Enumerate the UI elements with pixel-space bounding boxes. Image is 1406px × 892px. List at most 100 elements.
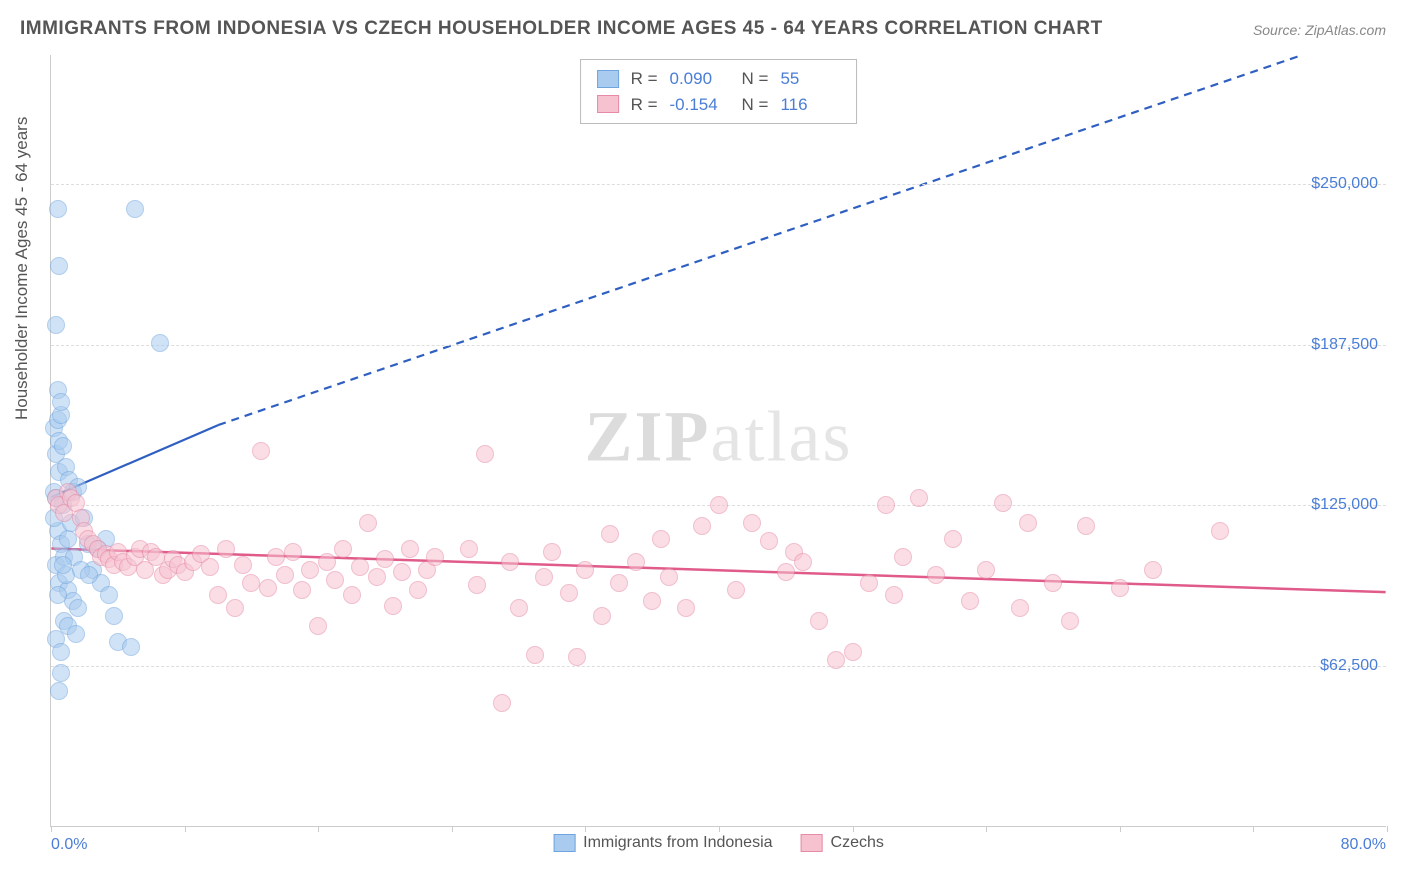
legend-item-series2: Czechs xyxy=(801,834,884,852)
scatter-point xyxy=(52,393,70,411)
scatter-point xyxy=(50,682,68,700)
watermark: ZIPatlas xyxy=(585,395,853,478)
scatter-point xyxy=(67,625,85,643)
scatter-point xyxy=(601,525,619,543)
scatter-point xyxy=(885,586,903,604)
scatter-point xyxy=(677,599,695,617)
scatter-point xyxy=(493,694,511,712)
watermark-light: atlas xyxy=(711,396,853,476)
scatter-point xyxy=(961,592,979,610)
scatter-point xyxy=(309,617,327,635)
scatter-point xyxy=(927,566,945,584)
scatter-point xyxy=(627,553,645,571)
scatter-point xyxy=(1019,514,1037,532)
gridline xyxy=(51,666,1386,667)
scatter-point xyxy=(1144,561,1162,579)
scatter-point xyxy=(510,599,528,617)
r-value-series1: 0.090 xyxy=(670,66,730,92)
chart-plot-area: ZIPatlas R = 0.090 N = 55 R = -0.154 N =… xyxy=(50,55,1386,827)
y-tick-label: $187,500 xyxy=(1311,336,1378,354)
stats-legend-box: R = 0.090 N = 55 R = -0.154 N = 116 xyxy=(580,59,858,124)
x-axis-min-label: 0.0% xyxy=(51,836,87,854)
scatter-point xyxy=(318,553,336,571)
x-axis-max-label: 80.0% xyxy=(1341,836,1386,854)
x-tick-mark xyxy=(51,826,52,832)
scatter-point xyxy=(944,530,962,548)
scatter-point xyxy=(1044,574,1062,592)
x-tick-mark xyxy=(185,826,186,832)
scatter-point xyxy=(49,200,67,218)
x-tick-mark xyxy=(585,826,586,832)
legend-swatch-series2 xyxy=(801,834,823,852)
scatter-point xyxy=(727,581,745,599)
n-label: N = xyxy=(742,92,769,118)
scatter-point xyxy=(49,586,67,604)
scatter-point xyxy=(1061,612,1079,630)
watermark-bold: ZIP xyxy=(585,396,711,476)
y-tick-label: $250,000 xyxy=(1311,175,1378,193)
y-axis-label: Householder Income Ages 45 - 64 years xyxy=(12,117,32,420)
scatter-point xyxy=(844,643,862,661)
scatter-point xyxy=(47,316,65,334)
scatter-point xyxy=(284,543,302,561)
scatter-point xyxy=(1211,522,1229,540)
n-value-series1: 55 xyxy=(780,66,840,92)
scatter-point xyxy=(543,543,561,561)
chart-title: IMMIGRANTS FROM INDONESIA VS CZECH HOUSE… xyxy=(20,18,1103,40)
legend-label-series1: Immigrants from Indonesia xyxy=(583,834,772,852)
scatter-point xyxy=(293,581,311,599)
x-tick-mark xyxy=(318,826,319,832)
gridline xyxy=(51,184,1386,185)
scatter-point xyxy=(267,548,285,566)
scatter-point xyxy=(794,553,812,571)
x-tick-mark xyxy=(1253,826,1254,832)
scatter-point xyxy=(810,612,828,630)
trend-lines-svg xyxy=(51,55,1386,826)
scatter-point xyxy=(50,257,68,275)
scatter-point xyxy=(259,579,277,597)
scatter-point xyxy=(384,597,402,615)
scatter-point xyxy=(593,607,611,625)
scatter-point xyxy=(393,563,411,581)
scatter-point xyxy=(894,548,912,566)
scatter-point xyxy=(151,334,169,352)
x-tick-mark xyxy=(1387,826,1388,832)
scatter-point xyxy=(105,607,123,625)
scatter-point xyxy=(977,561,995,579)
x-tick-mark xyxy=(1120,826,1121,832)
swatch-series2 xyxy=(597,95,619,113)
scatter-point xyxy=(252,442,270,460)
scatter-point xyxy=(351,558,369,576)
scatter-point xyxy=(226,599,244,617)
scatter-point xyxy=(501,553,519,571)
scatter-point xyxy=(359,514,377,532)
scatter-point xyxy=(209,586,227,604)
n-label: N = xyxy=(742,66,769,92)
r-label: R = xyxy=(631,92,658,118)
n-value-series2: 116 xyxy=(780,92,840,118)
stats-row-series2: R = -0.154 N = 116 xyxy=(597,92,841,118)
legend-swatch-series1 xyxy=(553,834,575,852)
scatter-point xyxy=(1011,599,1029,617)
scatter-point xyxy=(1111,579,1129,597)
scatter-point xyxy=(368,568,386,586)
scatter-point xyxy=(59,530,77,548)
x-tick-mark xyxy=(853,826,854,832)
scatter-point xyxy=(401,540,419,558)
scatter-point xyxy=(710,496,728,514)
source-attribution: Source: ZipAtlas.com xyxy=(1253,22,1386,38)
scatter-point xyxy=(610,574,628,592)
scatter-point xyxy=(476,445,494,463)
scatter-point xyxy=(526,646,544,664)
scatter-point xyxy=(910,489,928,507)
scatter-point xyxy=(994,494,1012,512)
x-tick-mark xyxy=(452,826,453,832)
scatter-point xyxy=(122,638,140,656)
scatter-point xyxy=(126,200,144,218)
scatter-point xyxy=(877,496,895,514)
scatter-point xyxy=(54,437,72,455)
scatter-point xyxy=(777,563,795,581)
scatter-point xyxy=(760,532,778,550)
scatter-point xyxy=(301,561,319,579)
scatter-point xyxy=(660,568,678,586)
